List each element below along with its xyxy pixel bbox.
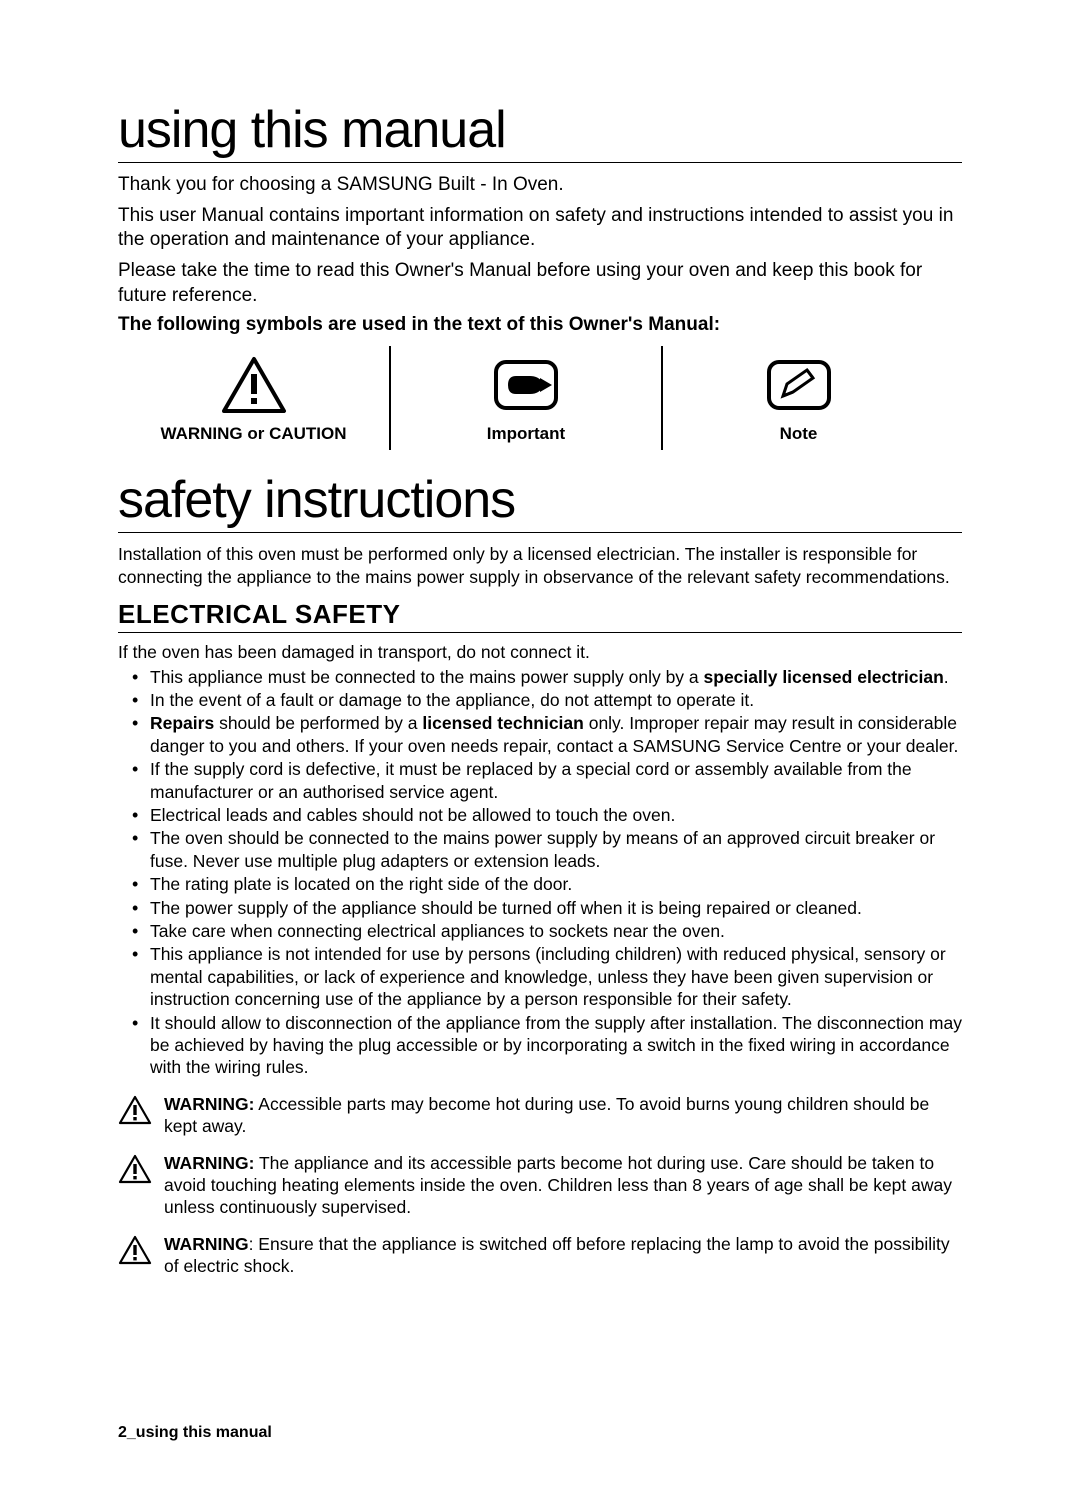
warning-triangle-icon <box>118 1152 152 1189</box>
symbol-warning: WARNING or CAUTION <box>118 346 390 450</box>
section-title-safety: safety instructions <box>118 470 962 533</box>
list-item: Take care when connecting electrical app… <box>150 920 962 942</box>
list-item: In the event of a fault or damage to the… <box>150 689 962 711</box>
list-item: This appliance must be connected to the … <box>150 666 962 688</box>
list-item: It should allow to disconnection of the … <box>150 1012 962 1079</box>
safety-intro: Installation of this oven must be perfor… <box>118 543 962 589</box>
list-item: Repairs should be performed by a license… <box>150 712 962 757</box>
electrical-lead: If the oven has been damaged in transpor… <box>118 641 962 664</box>
warning-block: WARNING: Ensure that the appliance is sw… <box>118 1233 962 1278</box>
warning-text: WARNING: Ensure that the appliance is sw… <box>164 1233 962 1278</box>
symbol-important: Important <box>390 346 662 450</box>
intro-p2: This user Manual contains important info… <box>118 204 962 253</box>
list-item: The rating plate is located on the right… <box>150 873 962 895</box>
symbol-label: Important <box>391 424 661 444</box>
warning-text: WARNING: The appliance and its accessibl… <box>164 1152 962 1219</box>
symbol-row: WARNING or CAUTION Important Note <box>118 346 962 450</box>
symbol-note: Note <box>662 346 934 450</box>
symbols-intro: The following symbols are used in the te… <box>118 314 962 336</box>
list-item: If the supply cord is defective, it must… <box>150 758 962 803</box>
intro-p1: Thank you for choosing a SAMSUNG Built -… <box>118 173 962 198</box>
warning-triangle-icon <box>118 350 389 420</box>
page-footer: 2_using this manual <box>118 1424 272 1442</box>
electrical-safety-heading: ELECTRICAL SAFETY <box>118 599 962 633</box>
warning-text: WARNING: Accessible parts may become hot… <box>164 1093 962 1138</box>
warning-block: WARNING: The appliance and its accessibl… <box>118 1152 962 1219</box>
intro-p3: Please take the time to read this Owner'… <box>118 259 962 308</box>
note-pencil-icon <box>663 350 934 420</box>
warning-block: WARNING: Accessible parts may become hot… <box>118 1093 962 1138</box>
list-item: The oven should be connected to the main… <box>150 827 962 872</box>
symbol-label: Note <box>663 424 934 444</box>
electrical-bullets: This appliance must be connected to the … <box>118 666 962 1079</box>
list-item: The power supply of the appliance should… <box>150 897 962 919</box>
list-item: This appliance is not intended for use b… <box>150 943 962 1010</box>
warning-triangle-icon <box>118 1093 152 1130</box>
section-title-using-manual: using this manual <box>118 100 962 163</box>
warning-triangle-icon <box>118 1233 152 1270</box>
symbol-label: WARNING or CAUTION <box>118 424 389 444</box>
important-hand-icon <box>391 350 661 420</box>
list-item: Electrical leads and cables should not b… <box>150 804 962 826</box>
